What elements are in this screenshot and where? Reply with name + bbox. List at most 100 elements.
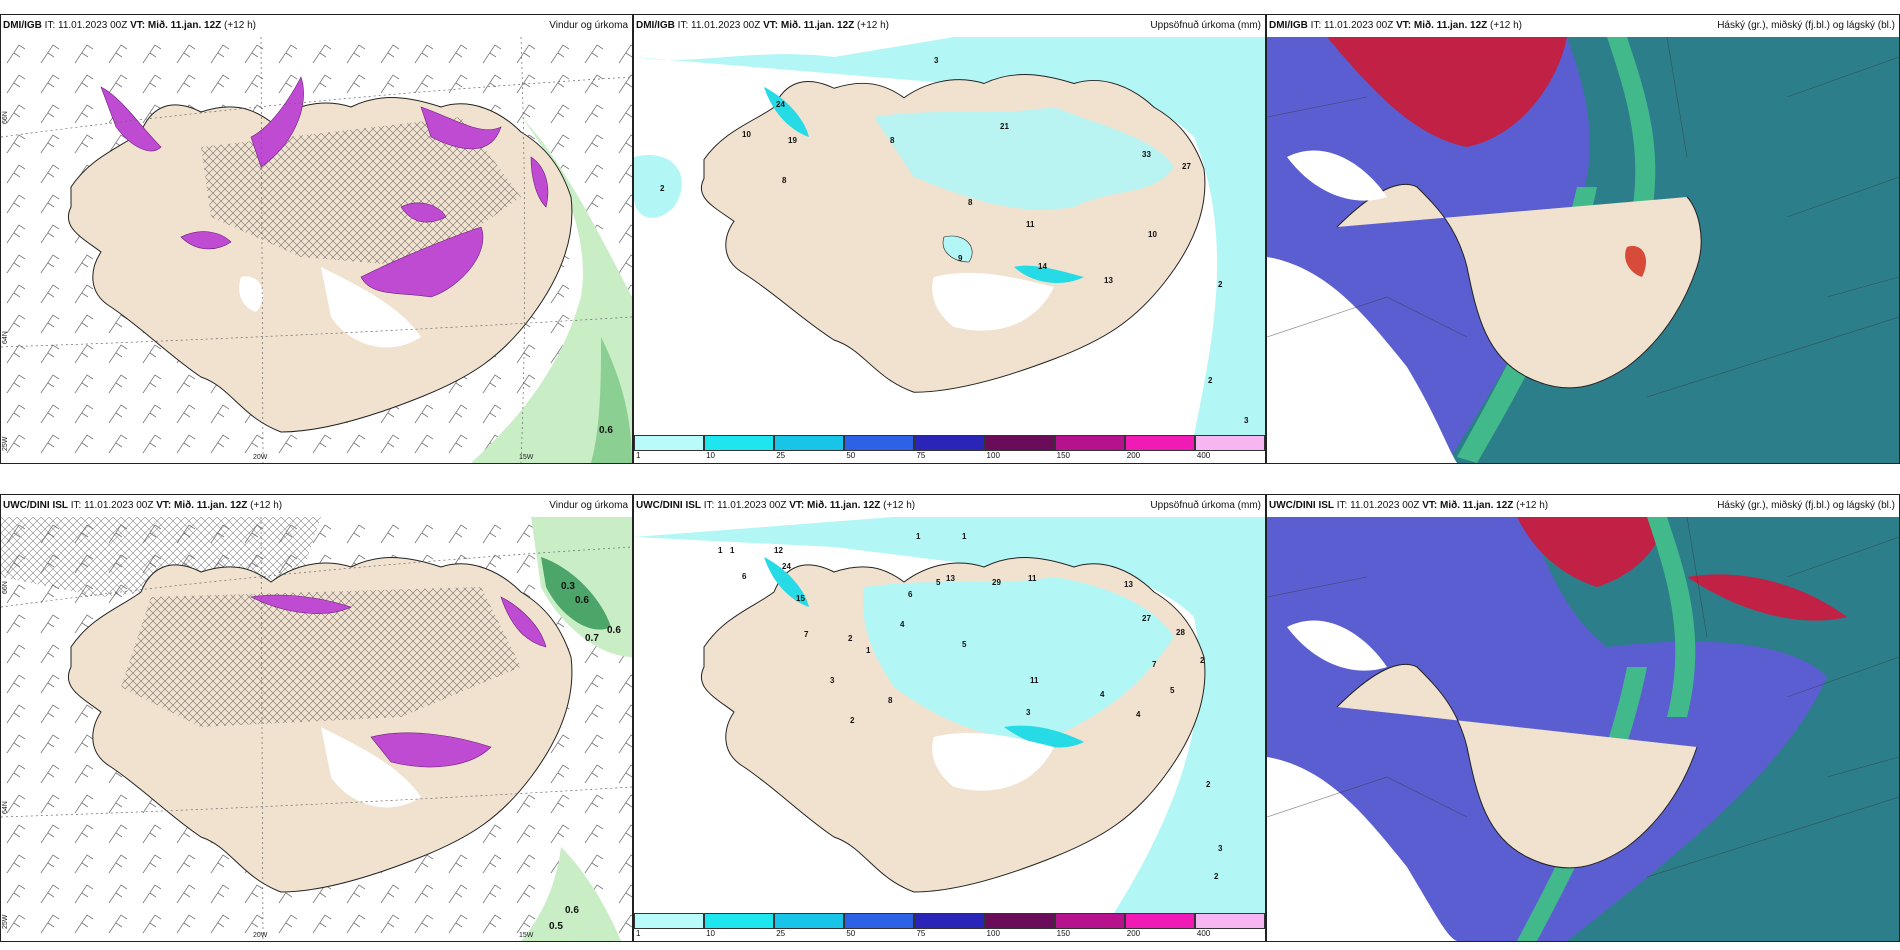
legend-label: 200 (1126, 929, 1141, 938)
precip-value: 8 (968, 198, 973, 207)
precip-value: 11 (1028, 574, 1037, 583)
precip-value: 3 (1244, 416, 1249, 425)
lon-label: 15W (519, 454, 534, 461)
precip-value: 33 (1142, 150, 1151, 159)
legend-swatch (914, 435, 985, 451)
precip-value: 3 (1218, 844, 1223, 853)
precip-value: 1 (730, 546, 735, 555)
wind-value-label: 0.5 (549, 921, 563, 932)
precip-value: 1 (718, 546, 723, 555)
precip-value: 10 (742, 130, 751, 139)
legend-label: 75 (916, 929, 926, 938)
legend-label: 75 (916, 451, 926, 460)
precip-value: 28 (1176, 628, 1185, 637)
precip-value: 11 (1026, 220, 1035, 229)
panel-precip-uwc: UWC/DINI ISL IT: 11.01.2023 00Z VT: Mið.… (633, 494, 1266, 942)
panel-title: Háský (gr.), miðský (fj.bl.) og lágský (… (1717, 500, 1895, 511)
legend-label: 25 (776, 929, 786, 938)
panel-title: Uppsöfnuð úrkoma (mm) (1150, 500, 1261, 511)
precip-value: 2 (1206, 780, 1211, 789)
precip-value: 27 (1142, 614, 1151, 623)
precip-value: 2 (1208, 376, 1213, 385)
lon-label: 25W (2, 436, 9, 451)
legend-swatch (1194, 435, 1265, 451)
panel-precip-dmi: DMI/IGB IT: 11.01.2023 00Z VT: Mið. 11.j… (633, 14, 1266, 464)
precip-value: 2 (1218, 280, 1223, 289)
legend-label: 100 (986, 451, 1000, 460)
precip-value: 7 (804, 630, 809, 639)
legend-label: 50 (846, 929, 856, 938)
legend-label: 150 (1056, 929, 1071, 938)
wind-value-label: 0.7 (585, 633, 599, 644)
legend-label: 10 (706, 929, 716, 938)
legend-swatch (1054, 435, 1125, 451)
precip-value: 11 (1030, 676, 1039, 685)
legend-label: 1 (636, 929, 641, 938)
precip-value: 3 (830, 676, 835, 685)
precip-value: 3 (934, 56, 939, 65)
cloud-map (1267, 517, 1899, 941)
legend-label: 100 (986, 929, 1000, 938)
lon-label: 25W (2, 914, 9, 929)
lat-label: 64N (2, 331, 9, 344)
precip-value: 6 (908, 590, 913, 599)
lon-label: 15W (519, 932, 534, 939)
lat-label: 66N (2, 111, 9, 124)
precip-value: 8 (888, 696, 893, 705)
panel-title: Vindur og úrkoma (549, 500, 628, 511)
legend-label: 1 (636, 451, 641, 460)
panel-header: UWC/DINI ISL IT: 11.01.2023 00Z VT: Mið.… (634, 495, 1265, 517)
legend-label: 400 (1196, 929, 1211, 938)
precip-value: 12 (774, 546, 783, 555)
precip-value: 7 (1152, 660, 1157, 669)
legend-swatch (844, 913, 915, 929)
precip-value: 5 (936, 578, 941, 587)
precip-value: 29 (992, 578, 1001, 587)
wind-value-label: 0.6 (565, 905, 579, 916)
precip-value: 21 (1000, 122, 1009, 131)
legend-swatch (1124, 435, 1195, 451)
panel-clouds-dmi: DMI/IGB IT: 11.01.2023 00Z VT: Mið. 11.j… (1266, 14, 1900, 464)
precip-value: 1 (866, 646, 871, 655)
panel-clouds-uwc: UWC/DINI ISL IT: 11.01.2023 00Z VT: Mið.… (1266, 494, 1900, 942)
precip-value: 19 (788, 136, 797, 145)
precip-value: 13 (1104, 276, 1113, 285)
legend-swatch (634, 435, 705, 451)
precip-value: 2 (848, 634, 853, 643)
wind-value-label: 0.6 (607, 625, 621, 636)
legend-swatch (984, 435, 1055, 451)
panel-title: Háský (gr.), miðský (fj.bl.) og lágský (… (1717, 20, 1895, 31)
legend-swatch (1054, 913, 1125, 929)
panel-header: UWC/DINI ISL IT: 11.01.2023 00Z VT: Mið.… (1, 495, 632, 517)
legend-label: 150 (1056, 451, 1071, 460)
legend-swatch (1124, 913, 1195, 929)
precip-map: 1 1 1 1 12 24 6 15 6 7 5 1 2 8 4 2 3 5 1… (634, 517, 1265, 913)
precip-value: 4 (900, 620, 905, 629)
precip-value: 1 (916, 532, 921, 541)
legend-swatch (704, 913, 775, 929)
precip-value: 8 (890, 136, 895, 145)
precip-value: 10 (1148, 230, 1157, 239)
legend-swatch (774, 435, 845, 451)
precip-value: 14 (1038, 262, 1047, 271)
precip-value: 3 (1026, 708, 1031, 717)
panel-wind-uwc: UWC/DINI ISL IT: 11.01.2023 00Z VT: Mið.… (0, 494, 633, 942)
precip-legend: 1 10 25 50 75 100 150 200 400 (634, 435, 1265, 463)
precip-value: 15 (796, 594, 805, 603)
precip-value: 4 (1100, 690, 1105, 699)
lat-label: 66N (2, 581, 9, 594)
precip-value: 2 (1214, 872, 1219, 881)
lon-label: 20W (253, 932, 268, 939)
precip-value: 8 (782, 176, 787, 185)
wind-value-label: 0.6 (575, 595, 589, 606)
wind-value-label: 0.3 (561, 581, 575, 592)
legend-swatch (704, 435, 775, 451)
panel-header: DMI/IGB IT: 11.01.2023 00Z VT: Mið. 11.j… (1, 15, 632, 37)
panel-title: Vindur og úrkoma (549, 20, 628, 31)
precip-value: 9 (958, 254, 963, 263)
lat-label: 64N (2, 801, 9, 814)
panel-wind-dmi: DMI/IGB IT: 11.01.2023 00Z VT: Mið. 11.j… (0, 14, 633, 464)
precip-value: 27 (1182, 162, 1191, 171)
legend-label: 200 (1126, 451, 1141, 460)
legend-swatch (1194, 913, 1265, 929)
